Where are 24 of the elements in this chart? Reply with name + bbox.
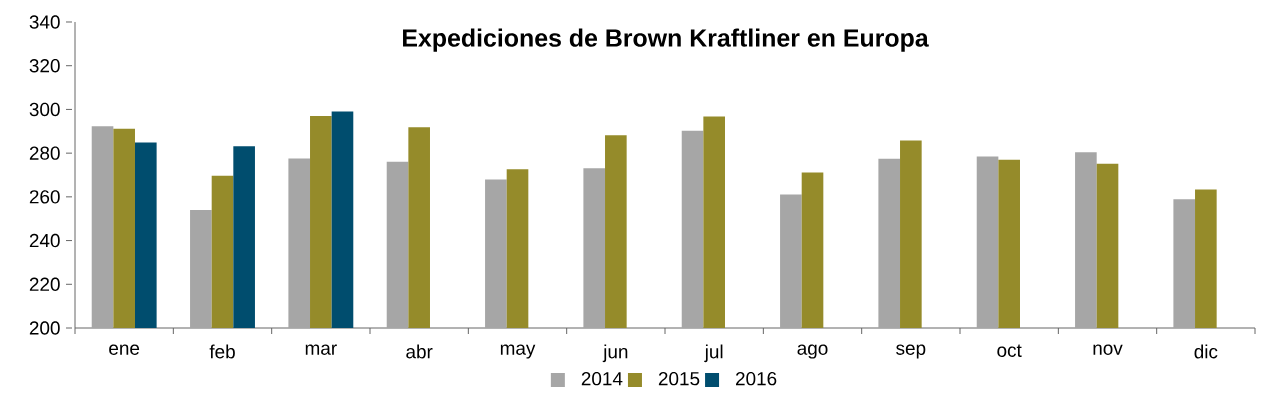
x-tick-label: may (500, 344, 536, 359)
y-tick-label: 280 (29, 146, 60, 160)
legend-label: 2016 (736, 371, 777, 386)
y-tick-label: 240 (29, 233, 60, 248)
y-tick-label: 200 (29, 321, 60, 335)
y-tick-label: 220 (29, 277, 60, 291)
x-tick-label: oct (997, 344, 1022, 357)
y-tick-label: 340 (29, 15, 60, 29)
y-tick-label: 300 (29, 102, 60, 117)
x-tick-label: ago (797, 344, 828, 359)
x-tick-label: nov (1093, 344, 1123, 355)
x-tick-label: sep (896, 344, 926, 359)
legend-label: 2014 (581, 371, 623, 386)
x-tick-label: feb (209, 344, 235, 359)
x-tick-label: mar (305, 344, 337, 355)
x-tick-label: jul (704, 344, 723, 363)
x-tick-label: jun (602, 344, 628, 363)
x-tick-label: dic (1194, 344, 1218, 359)
legend-label: 2015 (658, 371, 700, 386)
y-tick-label: 320 (29, 59, 60, 73)
y-tick-label: 260 (29, 190, 60, 204)
x-tick-label: abr (406, 344, 433, 359)
x-tick-label: ene (109, 344, 140, 355)
chart-title: Expediciones de Brown Kraftliner en Europa (403, 28, 929, 52)
